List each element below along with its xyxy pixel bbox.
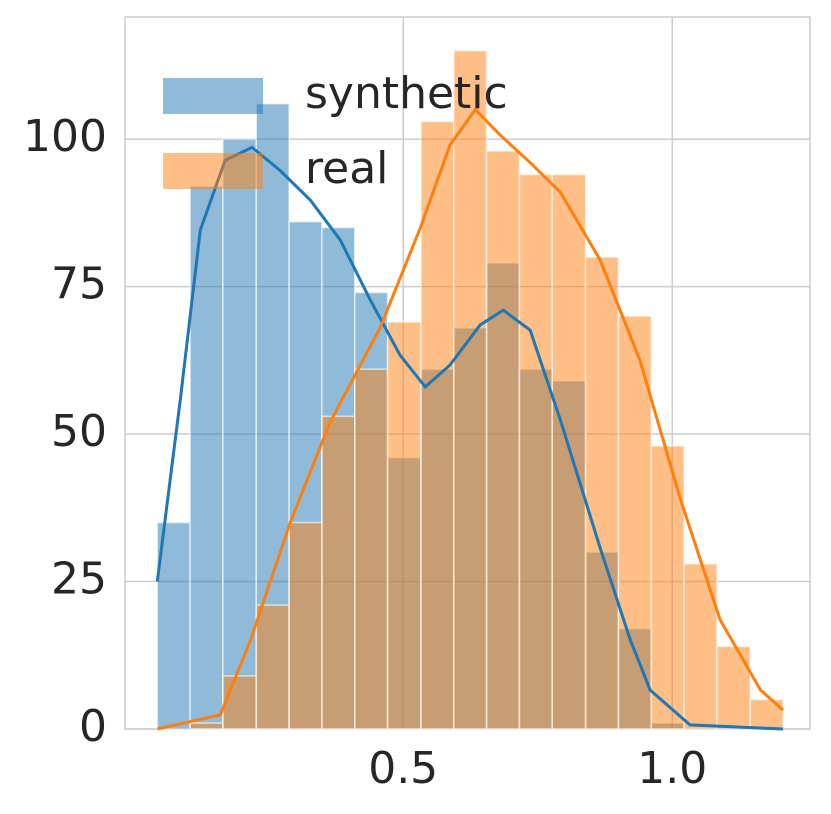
histogram-bar	[386, 321, 422, 730]
kde-line	[156, 107, 785, 731]
histogram-bar	[518, 173, 554, 730]
histogram-bar	[156, 521, 191, 730]
legend-swatch	[163, 153, 263, 189]
histogram-bar	[255, 604, 290, 730]
histogram-bar	[354, 368, 389, 730]
y-tick-label: 50	[51, 406, 107, 457]
histogram-bar	[716, 645, 752, 730]
histogram-bar	[420, 120, 455, 730]
legend-label: real	[305, 143, 388, 194]
histogram-bar	[189, 722, 224, 730]
histogram-bar	[683, 563, 718, 730]
histogram-bar	[650, 445, 685, 730]
histogram-bar	[453, 49, 488, 730]
histogram-bar	[584, 256, 620, 730]
histogram-bar	[288, 521, 323, 730]
x-tick-label: 1.0	[637, 743, 707, 794]
legend-swatch	[163, 78, 263, 114]
legend-label: synthetic	[305, 68, 508, 119]
histogram-bar	[321, 415, 356, 730]
y-tick-label: 0	[79, 701, 107, 752]
histogram-bar	[485, 150, 521, 730]
histogram-bar	[222, 675, 258, 730]
y-tick-label: 100	[23, 111, 107, 162]
x-tick-label: 0.5	[368, 743, 438, 794]
y-tick-label: 25	[51, 554, 107, 605]
y-tick-label: 75	[51, 259, 107, 310]
histogram-bar	[222, 138, 258, 730]
